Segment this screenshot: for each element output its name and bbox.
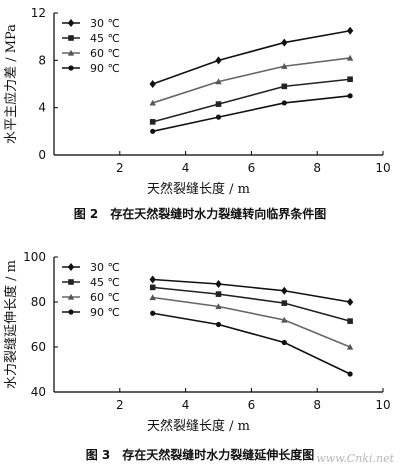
x-tick-label: 6 — [248, 398, 256, 412]
data-point-s1 — [149, 80, 156, 88]
data-point-s1 — [149, 275, 156, 284]
legend-marker-4 — [68, 309, 74, 315]
legend-marker-4 — [68, 65, 74, 71]
data-point-s1 — [215, 280, 222, 288]
data-point-s2 — [149, 284, 156, 291]
y-tick-label: 12 — [31, 6, 46, 20]
x-tick-label: 2 — [116, 398, 124, 412]
x-tick-label: 8 — [313, 161, 321, 175]
legend-label-3: 60 ℃ — [90, 291, 120, 304]
legend-marker-3 — [67, 293, 75, 300]
data-point-s2 — [215, 291, 222, 297]
data-point-s4 — [150, 310, 156, 316]
data-point-s3 — [149, 294, 156, 301]
data-point-s4 — [215, 114, 222, 120]
y-tick-label: 100 — [23, 250, 46, 264]
y-tick-label: 60 — [31, 340, 46, 354]
data-point-s4 — [150, 128, 156, 134]
series-line-1 — [152, 278, 351, 303]
data-point-s4 — [215, 321, 222, 328]
legend-label-2: 45 ℃ — [90, 276, 120, 289]
x-axis-label: 天然裂缝长度 / m — [147, 418, 250, 434]
x-tick-label: 4 — [182, 398, 190, 412]
y-tick-label: 80 — [31, 295, 46, 309]
data-point-s4 — [347, 93, 353, 99]
data-point-s3 — [149, 99, 156, 106]
data-point-s1 — [346, 298, 354, 306]
data-point-s2 — [149, 119, 156, 125]
data-point-s1 — [215, 56, 222, 65]
y-tick-label: 8 — [38, 53, 46, 67]
series-line-3 — [152, 296, 351, 348]
watermark-text: www.Cnki.net — [316, 452, 394, 465]
x-axis-label: 天然裂缝长度 / m — [147, 181, 250, 197]
figure-2-caption: 图 2 存在天然裂缝时水力裂缝转向临界条件图 — [73, 207, 327, 221]
legend-marker-1 — [67, 263, 75, 271]
x-tick-label: 4 — [182, 161, 190, 175]
y-tick-label: 0 — [38, 148, 46, 162]
legend-marker-2 — [68, 35, 74, 41]
y-axis-label: 水力裂缝延伸长度 / m — [3, 260, 19, 389]
series-line-4 — [152, 312, 351, 375]
legend-marker-1 — [67, 19, 75, 27]
data-point-s1 — [281, 38, 288, 47]
data-point-s3 — [346, 343, 354, 350]
data-point-s1 — [281, 286, 288, 295]
data-point-s3 — [281, 316, 288, 323]
data-point-s2 — [281, 83, 288, 90]
legend-label-2: 45 ℃ — [90, 32, 120, 45]
data-point-s3 — [281, 63, 288, 69]
figure-3-caption: 图 3 存在天然裂缝时水力裂缝延伸长度图 — [85, 448, 315, 462]
series-line-1 — [152, 29, 351, 85]
legend-marker-3 — [67, 49, 75, 56]
legend-marker-2 — [68, 279, 74, 285]
legend-label-1: 30 ℃ — [90, 17, 120, 30]
data-point-s3 — [215, 78, 222, 85]
legend-label-4: 90 ℃ — [90, 62, 120, 75]
x-tick-label: 2 — [116, 161, 124, 175]
data-point-s2 — [347, 318, 353, 324]
data-point-s1 — [346, 26, 354, 35]
data-point-s4 — [281, 339, 287, 346]
x-tick-label: 6 — [248, 161, 256, 175]
x-tick-label: 10 — [375, 161, 390, 175]
x-tick-label: 10 — [375, 398, 390, 412]
series-line-4 — [152, 95, 351, 133]
y-axis-label: 水平主应力差 / MPa — [3, 24, 19, 144]
data-point-s4 — [347, 371, 353, 377]
y-tick-label: 4 — [38, 101, 46, 115]
chart-2-critical-condition: 2 4 6 8 10 0 4 8 12 天然裂缝长度 / m 水平主应力差 / MPa 30 ℃ 45 … — [3, 6, 391, 197]
legend-label-1: 30 ℃ — [90, 261, 120, 274]
data-point-s3 — [346, 54, 354, 61]
series-line-2 — [152, 286, 351, 322]
chart-3-extension-length: 2 4 6 8 10 40 60 80 100 天然裂缝长度 / m 水力裂缝延伸长度 / m 30 … — [3, 250, 391, 434]
data-point-s3 — [215, 303, 222, 310]
legend-label-3: 60 ℃ — [90, 47, 120, 60]
x-tick-label: 8 — [313, 398, 321, 412]
series-line-3 — [152, 57, 351, 104]
legend-label-4: 90 ℃ — [90, 306, 120, 319]
data-point-s4 — [281, 100, 287, 106]
data-point-s2 — [215, 101, 222, 107]
y-tick-label: 40 — [31, 385, 46, 399]
data-point-s2 — [281, 300, 288, 306]
series-line-2 — [152, 78, 351, 123]
data-point-s2 — [347, 76, 353, 83]
